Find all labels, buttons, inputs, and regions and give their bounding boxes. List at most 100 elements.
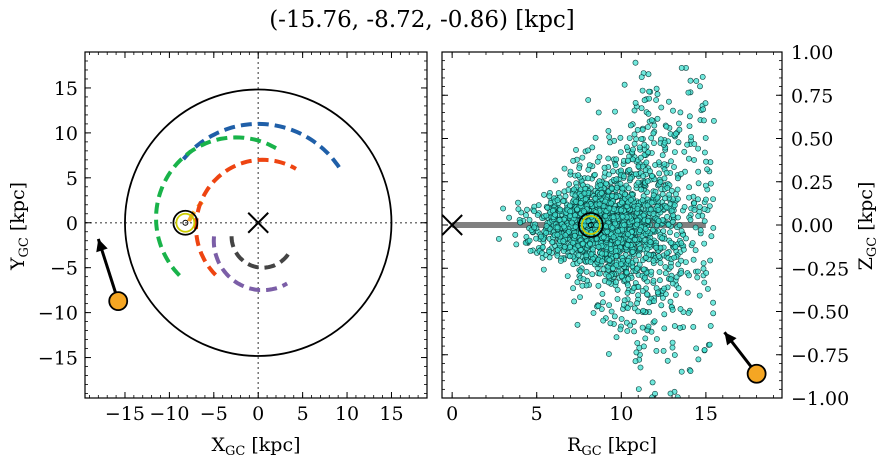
scatter-point	[576, 165, 583, 171]
scatter-point	[661, 285, 668, 292]
scatter-point	[640, 173, 646, 179]
scatter-point	[687, 77, 694, 84]
left-object-marker	[108, 291, 129, 312]
scatter-point	[601, 164, 608, 171]
scatter-point	[625, 276, 632, 282]
scatter-point	[695, 196, 701, 203]
scatter-point	[580, 276, 587, 282]
scatter-point	[691, 157, 697, 163]
scatter-point	[637, 245, 644, 252]
scatter-point	[686, 113, 693, 120]
scatter-point	[585, 147, 591, 154]
scatter-point	[648, 117, 655, 124]
scatter-point	[575, 172, 582, 179]
scatter-point	[664, 185, 671, 191]
scatter-point	[664, 213, 670, 220]
scatter-point	[638, 136, 645, 142]
scatter-point	[613, 279, 619, 286]
scatter-point	[639, 87, 646, 94]
scatter-point	[638, 74, 645, 80]
scatter-point	[711, 118, 717, 124]
scatter-point	[667, 298, 674, 305]
scatter-point	[668, 158, 674, 165]
scatter-point	[527, 247, 534, 254]
scatter-point	[571, 186, 577, 193]
scatter-point	[663, 204, 670, 211]
scatter-point	[701, 206, 708, 212]
left-xtick-label: 10	[335, 403, 359, 425]
scatter-point	[603, 223, 609, 230]
scatter-point	[670, 107, 676, 114]
scatter-point	[648, 135, 655, 141]
right-xtick-label: 5	[531, 403, 543, 425]
scatter-point	[618, 316, 625, 322]
scatter-point	[560, 198, 567, 204]
scatter-point	[656, 170, 663, 177]
scatter-point	[625, 157, 631, 164]
scatter-point	[617, 134, 624, 141]
scatter-point	[666, 98, 672, 105]
scatter-point	[639, 197, 646, 204]
scatter-point	[617, 149, 624, 155]
scatter-point	[606, 134, 613, 140]
scatter-point	[589, 144, 596, 151]
scatter-point	[635, 179, 642, 186]
scatter-point	[588, 251, 595, 258]
right-ytick-label: −0.75	[791, 345, 849, 367]
scatter-point	[656, 269, 663, 275]
scatter-point	[645, 323, 652, 330]
scatter-point	[631, 284, 637, 291]
scatter-point	[702, 149, 708, 156]
scatter-point	[631, 318, 637, 325]
scatter-point	[706, 341, 713, 348]
scatter-point	[571, 232, 578, 239]
scatter-point	[669, 344, 676, 351]
scatter-point	[561, 188, 568, 195]
scatter-point	[569, 219, 575, 226]
scatter-point	[577, 199, 584, 206]
scatter-point	[526, 216, 533, 223]
scatter-point	[660, 294, 666, 301]
scatter-point	[696, 203, 703, 210]
scatter-point	[605, 273, 612, 280]
scatter-point	[683, 259, 689, 265]
scatter-point	[642, 335, 649, 342]
scatter-point	[673, 274, 680, 281]
scatter-point	[597, 182, 604, 188]
scatter-point	[645, 110, 652, 117]
right-xlabel-main: R	[567, 434, 582, 456]
right-ticks: 0 5 10 15 −1.00 −0.75 −0.50 −0.25 0.00 0.25 0.50 0.…	[442, 42, 849, 425]
scatter-point	[523, 212, 529, 219]
scatter-point	[661, 161, 668, 167]
scatter-point	[665, 221, 672, 228]
scatter-point	[691, 200, 698, 207]
scatter-point	[631, 236, 638, 243]
scatter-point	[608, 308, 615, 315]
scatter-point	[689, 240, 696, 246]
scatter-point	[641, 141, 648, 148]
scatter-point	[710, 310, 717, 317]
scatter-point	[612, 108, 618, 115]
scatter-point	[653, 85, 660, 92]
left-ylabel-sub: GC	[17, 237, 32, 257]
scatter-point	[598, 190, 605, 196]
scatter-point	[641, 237, 648, 244]
scatter-point	[651, 318, 658, 325]
scatter-point	[639, 287, 646, 294]
scatter-point	[627, 301, 634, 308]
scatter-point	[592, 134, 599, 141]
left-xlabel-unit: [kpc]	[245, 434, 300, 456]
scatter-point	[599, 290, 606, 297]
scatter-point	[557, 258, 564, 264]
scatter-point	[694, 274, 701, 281]
right-ytick-label: 1.00	[791, 42, 833, 64]
scatter-point	[649, 173, 655, 179]
arm-green	[154, 135, 277, 277]
scatter-point	[671, 164, 677, 170]
scatter-point	[632, 59, 639, 66]
scatter-point	[539, 244, 546, 251]
scatter-point	[680, 246, 687, 253]
left-plot-area	[85, 52, 427, 398]
scatter-point	[618, 261, 624, 267]
